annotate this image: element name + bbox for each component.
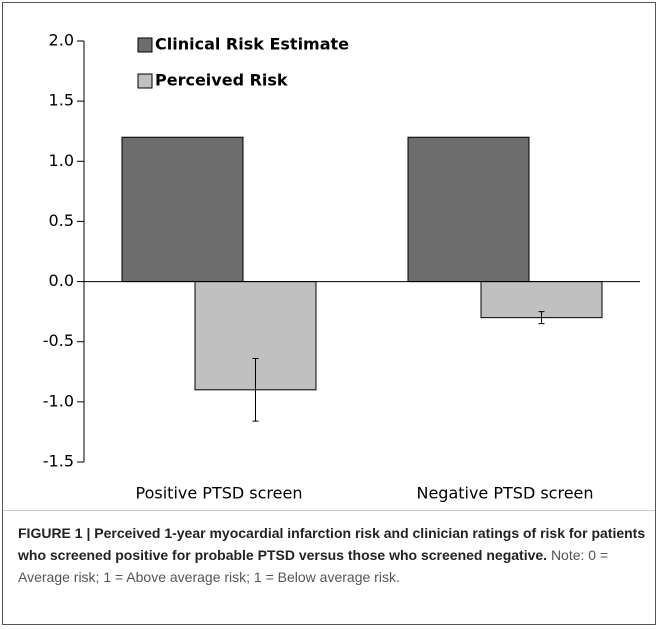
bar <box>407 136 530 283</box>
y-tick-label: -1.5 <box>43 452 74 471</box>
error-bar <box>252 358 259 422</box>
legend-label: Clinical Risk Estimate <box>155 35 349 54</box>
legend-swatch <box>137 73 153 89</box>
error-bar <box>538 311 545 325</box>
x-tick-label: Positive PTSD screen <box>136 484 303 503</box>
y-tick-label: 0.0 <box>49 271 74 290</box>
x-tick-label: Negative PTSD screen <box>416 484 593 503</box>
y-tick-label: -1.0 <box>43 391 74 410</box>
y-tick-label: 2.0 <box>49 31 74 50</box>
bar <box>121 136 244 283</box>
y-tick-label: 1.0 <box>49 151 74 170</box>
legend-swatch <box>137 37 153 53</box>
y-tick-label: -0.5 <box>43 331 74 350</box>
y-tick-label: 0.5 <box>49 211 74 230</box>
caption-note: Note: 0 = Average risk; 1 = Above averag… <box>18 547 609 585</box>
y-tick-label: 1.5 <box>49 91 74 110</box>
caption: FIGURE 1 | Perceived 1-year myocardial i… <box>18 522 648 588</box>
chart: -1.5 -1.0 -0.5 0.0 0.5 1.0 1.5 2.0 Positive PTSD… <box>43 31 640 503</box>
separator <box>3 510 655 511</box>
caption-title: Perceived 1-year myocardial infarction r… <box>18 525 646 563</box>
legend-label: Perceived Risk <box>155 71 288 90</box>
caption-label: FIGURE 1 | <box>18 525 91 541</box>
